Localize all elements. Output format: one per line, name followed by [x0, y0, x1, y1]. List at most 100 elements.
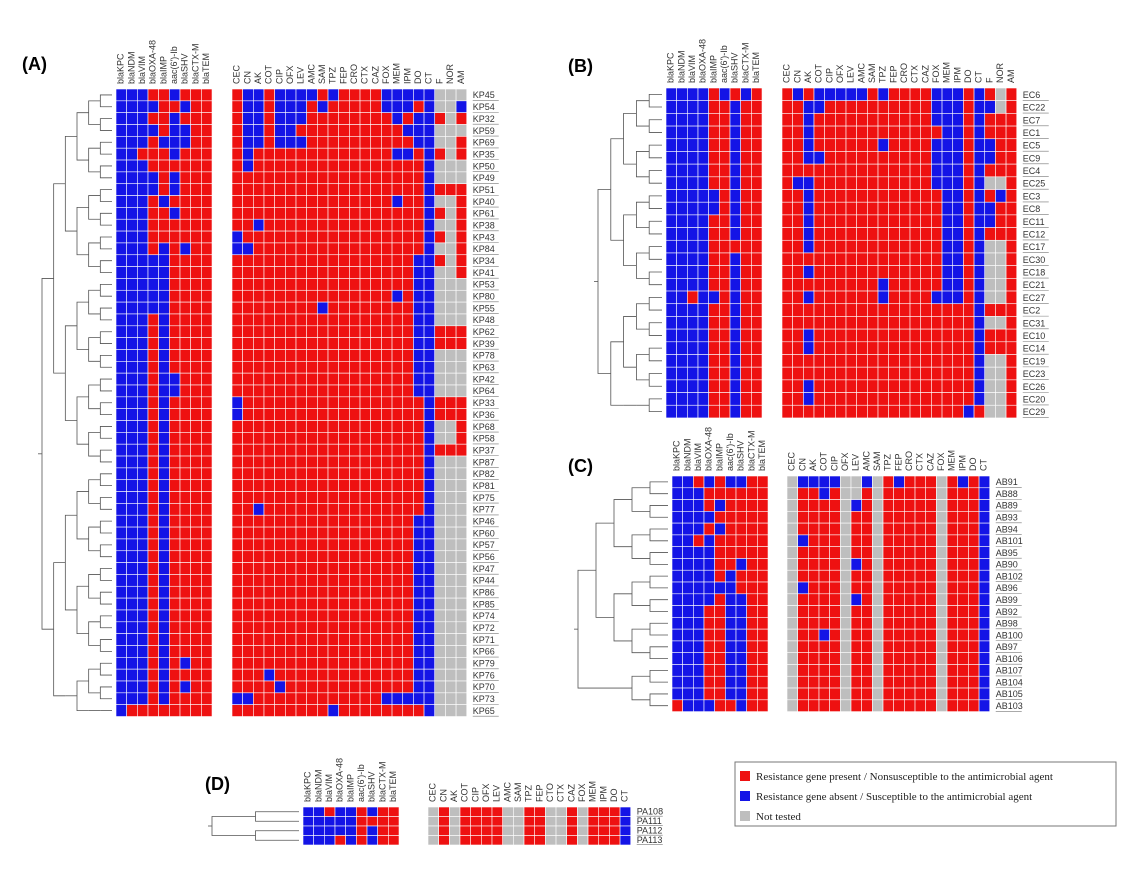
- gene-cell: [179, 218, 191, 232]
- gene-cell: [201, 337, 213, 350]
- drug-cell: [381, 266, 393, 279]
- dendrogram-branch: [99, 165, 112, 179]
- drug-cell: [402, 704, 414, 717]
- drug-cell: [973, 239, 986, 254]
- drug-cell: [263, 633, 275, 646]
- gene-cell: [201, 218, 213, 232]
- drug-header: FOX: [931, 64, 941, 83]
- drug-cell: [803, 252, 815, 266]
- gene-cell: [671, 699, 683, 712]
- panel-b: (B) blaKPC blaNDM blaVIM blaOXA-48 blaIMP aac…: [568, 39, 1049, 419]
- drug-cell: [978, 664, 991, 677]
- gene-header: blaNDM: [682, 438, 692, 471]
- gene-cell: [708, 265, 720, 279]
- drug-cell: [973, 316, 986, 330]
- gene-cell: [179, 349, 191, 362]
- drug-cell: [370, 621, 382, 634]
- drug-cell: [381, 183, 393, 196]
- drug-cell: [936, 617, 948, 630]
- row-label: KP84: [473, 244, 495, 254]
- gene-cell: [665, 163, 677, 178]
- gene-cell: [158, 349, 170, 362]
- drug-cell: [909, 252, 922, 266]
- drug-cell: [370, 100, 382, 113]
- drug-cell: [413, 585, 425, 599]
- drug-cell: [317, 633, 329, 646]
- drug-cell: [338, 526, 350, 540]
- drug-cell: [973, 265, 986, 279]
- gene-header: blaTEM: [757, 440, 767, 471]
- drug-cell: [413, 207, 425, 220]
- drug-cell: [877, 278, 890, 292]
- drug-cell: [317, 704, 329, 717]
- drug-cell: [231, 680, 243, 694]
- drug-cell: [391, 704, 404, 717]
- drug-cell: [829, 593, 841, 606]
- drug-cell: [359, 479, 372, 492]
- drug-cell: [882, 487, 895, 500]
- drug-cell: [434, 218, 446, 232]
- dendrogram-branch: [99, 236, 112, 250]
- gene-cell: [158, 562, 170, 575]
- drug-cell: [781, 163, 793, 178]
- gene-cell: [697, 138, 709, 152]
- drug-cell: [402, 254, 414, 267]
- drug-cell: [274, 242, 286, 256]
- drug-cell: [274, 432, 286, 445]
- drug-cell: [963, 252, 975, 266]
- gene-cell: [740, 201, 752, 216]
- drug-header: FOX: [577, 783, 587, 802]
- drug-cell: [391, 218, 404, 232]
- drug-header: IPM: [952, 67, 962, 83]
- gene-cell: [115, 574, 127, 587]
- dendrogram-branch: [64, 325, 77, 421]
- drug-cell: [481, 835, 493, 846]
- dendrogram-branch: [623, 112, 637, 165]
- drug-cell: [306, 361, 318, 374]
- gene-cell: [190, 597, 202, 611]
- drug-cell: [242, 183, 254, 196]
- drug-cell: [963, 392, 975, 406]
- drug-cell: [840, 675, 852, 689]
- gene-cell: [169, 514, 181, 528]
- drug-header: CT: [979, 459, 989, 471]
- drug-cell: [888, 113, 900, 127]
- drug-cell: [786, 617, 798, 630]
- drug-cell: [445, 562, 457, 575]
- drug-cell: [338, 230, 350, 244]
- dendrogram-branch: [649, 622, 668, 636]
- gene-cell: [725, 605, 737, 618]
- drug-cell: [423, 657, 436, 670]
- gene-cell: [729, 138, 741, 152]
- drug-cell: [295, 171, 307, 185]
- drug-cell: [984, 201, 996, 216]
- drug-cell: [909, 87, 922, 101]
- drug-cell: [829, 558, 841, 571]
- row-label: KP63: [473, 363, 495, 373]
- drug-cell: [349, 680, 361, 694]
- drug-cell: [391, 597, 404, 611]
- drug-cell: [423, 526, 436, 540]
- gene-cell: [740, 113, 752, 127]
- drug-cell: [359, 159, 372, 173]
- drug-cell: [803, 100, 815, 114]
- drug-cell: [957, 522, 969, 536]
- drug-cell: [797, 569, 809, 583]
- gene-cell: [169, 88, 181, 102]
- drug-cell: [845, 113, 857, 127]
- drug-cell: [786, 546, 798, 559]
- drug-cell: [502, 806, 514, 817]
- drug-cell: [957, 699, 969, 712]
- drug-cell: [381, 704, 393, 717]
- drug-cell: [781, 176, 793, 190]
- gene-cell: [169, 136, 181, 149]
- drug-cell: [253, 301, 265, 315]
- drug-cell: [391, 479, 404, 492]
- drug-cell: [317, 491, 329, 504]
- drug-cell: [434, 443, 446, 457]
- drug-cell: [978, 581, 991, 595]
- drug-cell: [973, 354, 986, 368]
- drug-cell: [893, 640, 905, 653]
- drug-cell: [327, 609, 339, 623]
- drug-cell: [349, 218, 361, 232]
